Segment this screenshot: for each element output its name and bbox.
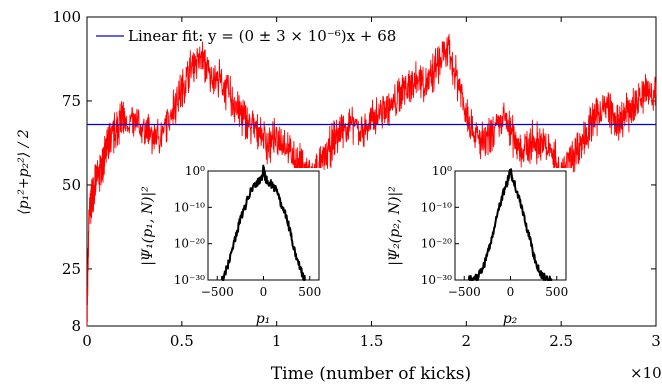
main-x-tick-label: 0.5 — [170, 332, 194, 350]
inset2-background — [400, 168, 572, 292]
inset-y-tick-label: 10⁻¹⁰ — [421, 200, 452, 214]
inset2-y-label: |Ψ₂(p₂, N)|² — [387, 186, 403, 266]
main-y-tick-label: 25 — [62, 260, 81, 278]
inset2-ticks: −500 0 500 10⁰ 10⁻¹⁰ 10⁻²⁰ 10⁻³⁰ — [421, 164, 568, 299]
inset1-y-label: |Ψ₁(p₁, N)|² — [140, 186, 156, 266]
inset1-x-label: p₁ — [256, 311, 271, 327]
inset-distribution-curve — [467, 168, 553, 281]
main-y-tick-label: 75 — [62, 92, 81, 110]
inset-y-tick-label: 10⁰ — [185, 164, 205, 178]
inset1-ticks: −500 0 500 10⁰ 10⁻¹⁰ 10⁻²⁰ 10⁻³⁰ — [174, 164, 321, 299]
main-series-group — [86, 33, 657, 327]
main-y-ticks: 8 25 50 75 100 — [52, 8, 656, 335]
inset-y-tick-label: 10⁰ — [432, 164, 452, 178]
inset-y-tick-label: 10⁻³⁰ — [421, 273, 452, 287]
inset-x-tick-label: 0 — [507, 285, 515, 299]
main-y-tick-label: 8 — [71, 317, 81, 335]
inset-x-tick-label: −500 — [448, 285, 481, 299]
inset-x-tick-label: −500 — [201, 285, 234, 299]
inset1-series-group — [220, 164, 306, 281]
main-x-tick-label: 2.5 — [549, 332, 573, 350]
x-multiplier-label: ×10⁵ — [630, 364, 662, 382]
inset-y-tick-label: 10⁻³⁰ — [174, 273, 205, 287]
main-y-tick-label: 100 — [52, 8, 81, 26]
main-x-axis-label: Time (number of kicks) — [271, 364, 471, 384]
inset-distribution-curve — [220, 164, 306, 281]
inset-x-tick-label: 0 — [260, 285, 268, 299]
main-x-ticks: 0 0.5 1 1.5 2 2.5 3 — [82, 17, 661, 350]
main-x-tick-label: 1 — [272, 332, 282, 350]
inset-y-tick-label: 10⁻²⁰ — [421, 237, 452, 251]
red-data-series — [86, 33, 657, 327]
inset1-background — [158, 168, 322, 292]
main-x-tick-label: 3 — [651, 332, 661, 350]
legend-label: Linear fit: y = (0 ± 3 × 10⁻⁶)x + 68 — [128, 27, 396, 45]
legend: Linear fit: y = (0 ± 3 × 10⁻⁶)x + 68 — [96, 27, 396, 45]
main-y-axis-label: ⟨p₁²+p₂²⟩ / 2 — [16, 129, 32, 215]
inset2-x-label: p₂ — [503, 311, 518, 327]
inset2-series-group — [467, 168, 553, 281]
inset-y-tick-label: 10⁻²⁰ — [174, 237, 205, 251]
main-x-tick-label: 1.5 — [360, 332, 384, 350]
inset-y-tick-label: 10⁻¹⁰ — [174, 200, 205, 214]
main-x-tick-label: 0 — [82, 332, 92, 350]
inset-x-tick-label: 500 — [298, 285, 321, 299]
main-y-tick-label: 50 — [62, 176, 81, 194]
inset-x-tick-label: 500 — [545, 285, 568, 299]
main-x-tick-label: 2 — [462, 332, 472, 350]
